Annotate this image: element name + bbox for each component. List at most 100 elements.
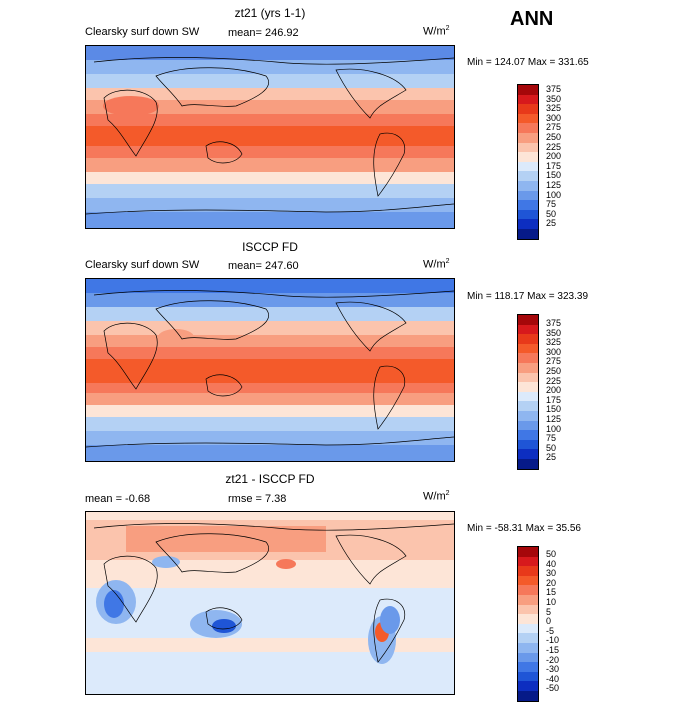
colorbar-tick-label: 5 (546, 606, 552, 617)
colorbar-swatch (518, 334, 538, 344)
colorbar-swatch (518, 94, 538, 105)
colorbar-tick-label: 150 (546, 170, 562, 181)
colorbar-tick-label: 375 (546, 84, 562, 94)
colorbar-tick-label: 200 (546, 151, 562, 162)
colorbar-tick-label: 200 (546, 385, 562, 396)
colorbar-swatch (518, 642, 538, 653)
colorbar-tick-label: 150 (546, 404, 562, 415)
colorbar-swatch (518, 171, 538, 181)
colorbar-swatch (518, 200, 538, 210)
panel2-mean: mean= 247.60 (228, 260, 299, 272)
colorbar-tick-label: 250 (546, 365, 562, 376)
panel1-variable: Clearsky surf down SW (85, 26, 200, 38)
colorbar-tick-label: 0 (546, 616, 552, 627)
colorbar-swatch (518, 219, 538, 229)
panel1-mean: mean= 246.92 (228, 27, 299, 39)
colorbar-tick-label: 75 (546, 433, 557, 444)
colorbar-swatch (518, 104, 538, 114)
colorbar-tick-label: 225 (546, 375, 562, 386)
colorbar-swatch (518, 391, 538, 402)
colorbar-swatch (518, 180, 538, 191)
colorbar-swatch (518, 604, 538, 615)
colorbar-tick-label: 20 (546, 577, 557, 588)
colorbar-tick-label: 350 (546, 327, 562, 338)
colorbar-swatch (518, 430, 538, 440)
colorbar-tick-label: 25 (546, 452, 557, 463)
colorbar-tick-label: 325 (546, 103, 562, 114)
colorbar-tick-label: 225 (546, 141, 562, 152)
panel1-colorbar-labels: 375 350 325 300 275 250 225 200 175 150 … (546, 84, 562, 229)
colorbar-tick-label: 50 (546, 208, 557, 219)
panel1-colorbar (517, 84, 539, 240)
colorbar-swatch (518, 123, 538, 133)
colorbar-swatch (518, 132, 538, 143)
panel2-variable: Clearsky surf down SW (85, 259, 200, 271)
colorbar-tick-label: 275 (546, 122, 562, 133)
colorbar-swatch (518, 556, 538, 567)
colorbar-swatch (518, 623, 538, 634)
colorbar-tick-label: 375 (546, 318, 562, 328)
colorbar-tick-label: 30 (546, 568, 557, 579)
colorbar-swatch (518, 161, 538, 172)
colorbar-tick-label: 15 (546, 587, 557, 598)
panel3-colorbar-labels: 50 40 30 20 15 10 5 0 -5 -10 -15 -20 -30… (546, 549, 560, 694)
colorbar-tick-label: -5 (546, 625, 555, 636)
colorbar-swatch (518, 439, 538, 450)
panel2-colorbar-labels: 375 350 325 300 275 250 225 200 175 150 … (546, 318, 562, 463)
colorbar-tick-label: -50 (546, 683, 560, 694)
colorbar-tick-label: 125 (546, 179, 562, 190)
colorbar-swatch (518, 614, 538, 624)
panel2-units: W/m2 (423, 258, 450, 271)
colorbar-tick-label: -40 (546, 673, 560, 684)
season-label: ANN (510, 8, 554, 30)
colorbar-swatch (518, 662, 538, 672)
colorbar-tick-label: -30 (546, 664, 560, 675)
colorbar-tick-label: 175 (546, 394, 562, 405)
colorbar-tick-label: -10 (546, 635, 560, 646)
panel3-title: zt21 - ISCCP FD (225, 472, 315, 486)
colorbar-swatch (518, 652, 538, 663)
colorbar-swatch (518, 633, 538, 643)
panel3-colorbar (517, 546, 539, 702)
panel3-minmax: Min = -58.31 Max = 35.56 (467, 523, 581, 534)
colorbar-tick-label: 25 (546, 218, 557, 229)
colorbar-tick-label: 100 (546, 423, 562, 434)
colorbar-swatch (518, 594, 538, 605)
colorbar-swatch (518, 690, 538, 701)
colorbar-tick-label: 275 (546, 356, 562, 367)
colorbar-tick-label: 300 (546, 346, 562, 357)
panel3-rmse: rmse = 7.38 (228, 493, 287, 505)
colorbar-swatch (518, 566, 538, 576)
panel1-title: zt21 (yrs 1-1) (234, 6, 306, 20)
colorbar-swatch (518, 324, 538, 335)
colorbar-swatch (518, 681, 538, 691)
colorbar-swatch (518, 410, 538, 421)
panel2-title: ISCCP FD (242, 240, 298, 254)
panel1-minmax: Min = 124.07 Max = 331.65 (467, 57, 589, 68)
colorbar-swatch (518, 85, 538, 95)
colorbar-tick-label: 50 (546, 549, 557, 559)
colorbar-tick-label: -15 (546, 644, 560, 655)
colorbar-swatch (518, 353, 538, 363)
colorbar-tick-label: 75 (546, 199, 557, 210)
colorbar-tick-label: 300 (546, 112, 562, 123)
colorbar-tick-label: 50 (546, 442, 557, 453)
colorbar-tick-label: -20 (546, 654, 560, 665)
colorbar-tick-label: 325 (546, 337, 562, 348)
panel3-mean: mean = -0.68 (85, 493, 151, 505)
colorbar-tick-label: 40 (546, 558, 557, 569)
colorbar-swatch (518, 547, 538, 557)
colorbar-swatch (518, 190, 538, 201)
colorbar-swatch (518, 401, 538, 411)
colorbar-swatch (518, 209, 538, 220)
colorbar-swatch (518, 382, 538, 392)
colorbar-tick-label: 250 (546, 131, 562, 142)
colorbar-tick-label: 10 (546, 596, 557, 607)
panel3-map (85, 511, 455, 695)
colorbar-swatch (518, 315, 538, 325)
colorbar-swatch (518, 575, 538, 586)
colorbar-swatch (518, 113, 538, 124)
colorbar-swatch (518, 420, 538, 431)
panel2-minmax: Min = 118.17 Max = 323.39 (467, 291, 589, 302)
colorbar-swatch (518, 343, 538, 354)
